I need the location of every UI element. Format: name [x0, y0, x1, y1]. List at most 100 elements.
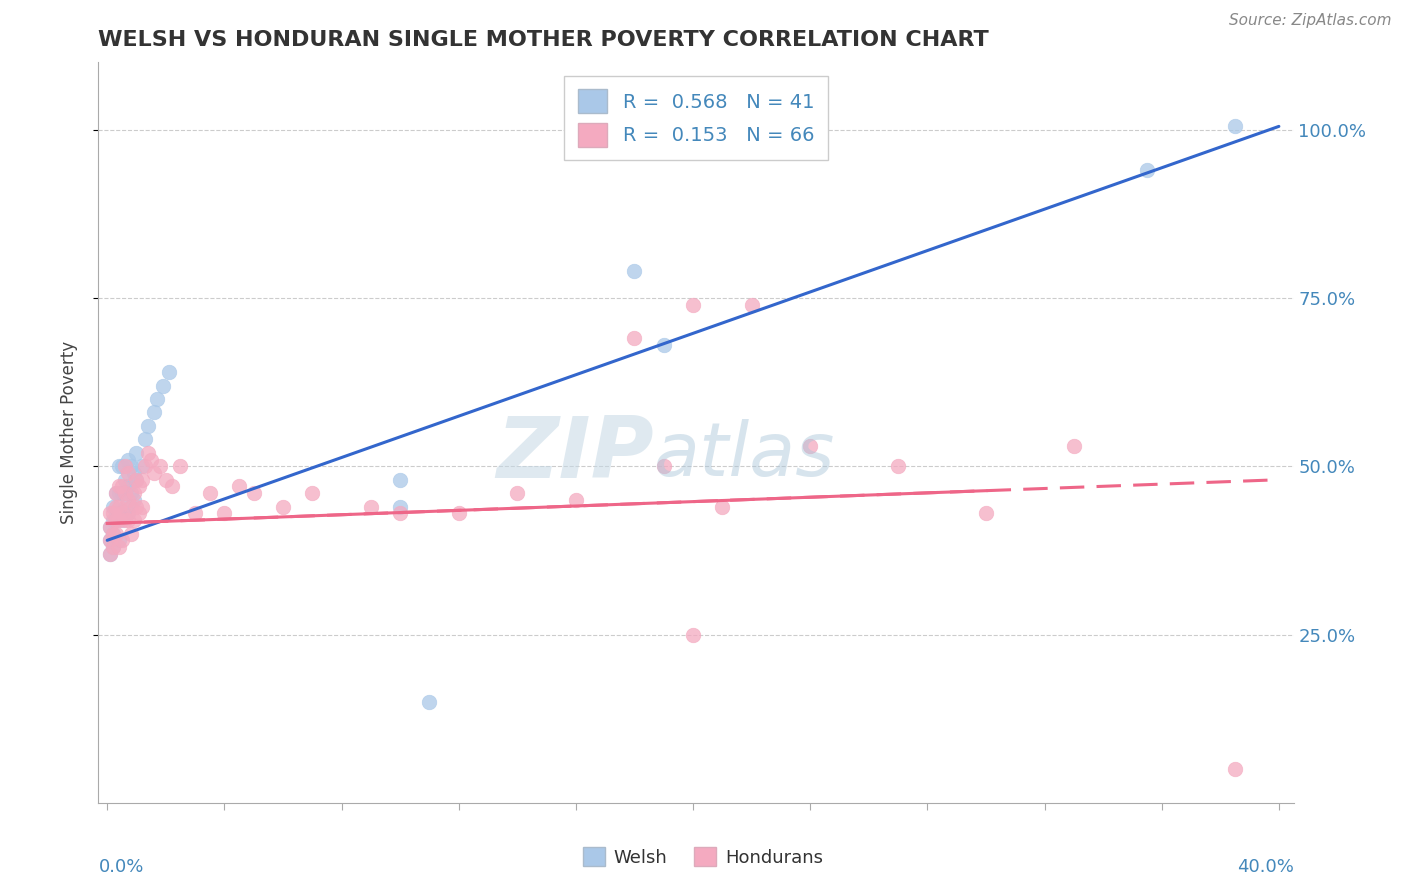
- Point: [98, 547, 121, 561]
- Text: WELSH VS HONDURAN SINGLE MOTHER POVERTY CORRELATION CHART: WELSH VS HONDURAN SINGLE MOTHER POVERTY …: [98, 29, 990, 50]
- Point: [114, 500, 136, 514]
- Point: [117, 466, 139, 480]
- Point: [301, 486, 323, 500]
- Point: [122, 513, 145, 527]
- Point: [122, 492, 145, 507]
- Point: [101, 526, 124, 541]
- Point: [108, 479, 131, 493]
- Text: atlas: atlas: [654, 419, 835, 491]
- Point: [111, 486, 134, 500]
- Point: [105, 486, 127, 500]
- Point: [131, 473, 153, 487]
- Point: [120, 486, 142, 500]
- Point: [741, 298, 763, 312]
- Point: [108, 533, 131, 548]
- Point: [152, 378, 174, 392]
- Point: [271, 500, 294, 514]
- Point: [128, 479, 150, 493]
- Point: [143, 405, 166, 419]
- Point: [131, 500, 153, 514]
- Point: [389, 507, 412, 521]
- Point: [360, 500, 382, 514]
- Point: [105, 526, 127, 541]
- Point: [1136, 163, 1159, 178]
- Point: [143, 466, 166, 480]
- Point: [105, 500, 127, 514]
- Point: [125, 446, 148, 460]
- Point: [114, 473, 136, 487]
- Point: [652, 338, 675, 352]
- Point: [101, 513, 124, 527]
- Point: [682, 298, 704, 312]
- Point: [120, 459, 142, 474]
- Point: [623, 331, 645, 345]
- Point: [389, 473, 412, 487]
- Point: [122, 466, 145, 480]
- Point: [111, 533, 134, 548]
- Point: [184, 507, 207, 521]
- Text: ZIP: ZIP: [496, 413, 654, 496]
- Point: [117, 507, 139, 521]
- Point: [98, 520, 121, 534]
- Point: [108, 540, 131, 554]
- Point: [98, 547, 121, 561]
- Point: [228, 479, 250, 493]
- Point: [447, 507, 470, 521]
- Point: [1063, 439, 1085, 453]
- Point: [111, 513, 134, 527]
- Point: [105, 513, 127, 527]
- Point: [101, 540, 124, 554]
- Point: [101, 540, 124, 554]
- Point: [169, 459, 191, 474]
- Point: [125, 473, 148, 487]
- Text: Source: ZipAtlas.com: Source: ZipAtlas.com: [1229, 13, 1392, 29]
- Point: [120, 526, 142, 541]
- Point: [1223, 762, 1246, 776]
- Point: [114, 486, 136, 500]
- Point: [623, 264, 645, 278]
- Point: [125, 500, 148, 514]
- Point: [120, 500, 142, 514]
- Point: [136, 446, 159, 460]
- Point: [157, 365, 180, 379]
- Point: [101, 500, 124, 514]
- Point: [117, 452, 139, 467]
- Point: [155, 473, 177, 487]
- Point: [242, 486, 264, 500]
- Point: [711, 500, 734, 514]
- Point: [128, 507, 150, 521]
- Point: [105, 513, 127, 527]
- Point: [134, 433, 156, 447]
- Point: [887, 459, 910, 474]
- Point: [117, 479, 139, 493]
- Point: [98, 520, 121, 534]
- Point: [108, 513, 131, 527]
- Point: [117, 513, 139, 527]
- Text: 0.0%: 0.0%: [98, 858, 143, 876]
- Point: [682, 627, 704, 641]
- Point: [565, 492, 588, 507]
- Point: [101, 526, 124, 541]
- Point: [125, 473, 148, 487]
- Point: [149, 459, 172, 474]
- Legend: Welsh, Hondurans: Welsh, Hondurans: [575, 840, 831, 874]
- Point: [111, 507, 134, 521]
- Point: [122, 486, 145, 500]
- Point: [111, 479, 134, 493]
- Point: [141, 452, 163, 467]
- Point: [108, 459, 131, 474]
- Legend: R =  0.568   N = 41, R =  0.153   N = 66: R = 0.568 N = 41, R = 0.153 N = 66: [564, 76, 828, 161]
- Point: [131, 459, 153, 474]
- Point: [134, 459, 156, 474]
- Point: [108, 486, 131, 500]
- Point: [98, 533, 121, 548]
- Point: [108, 500, 131, 514]
- Point: [799, 439, 821, 453]
- Point: [98, 507, 121, 521]
- Point: [1223, 120, 1246, 134]
- Text: 40.0%: 40.0%: [1237, 858, 1294, 876]
- Point: [506, 486, 529, 500]
- Point: [105, 486, 127, 500]
- Point: [146, 392, 169, 406]
- Point: [652, 459, 675, 474]
